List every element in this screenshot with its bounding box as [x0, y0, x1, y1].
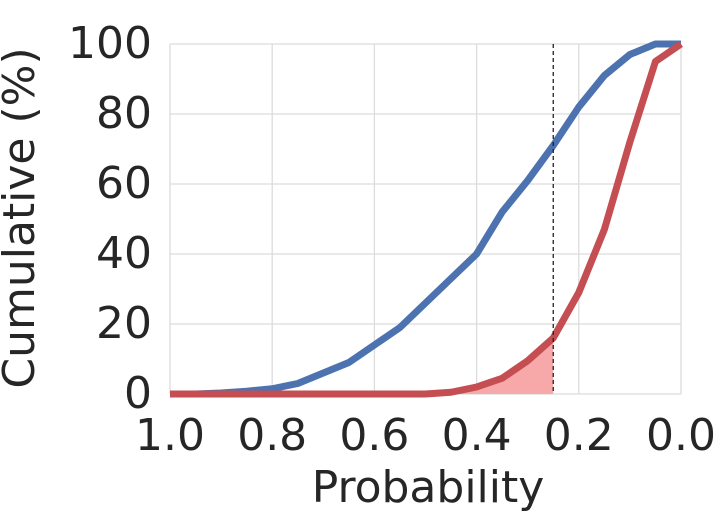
y-tick-label: 60 [96, 158, 152, 209]
y-tick-label: 80 [96, 88, 152, 139]
x-tick-label: 1.0 [135, 410, 205, 461]
x-tick-label: 0.8 [237, 410, 307, 461]
y-tick-label: 40 [96, 228, 152, 279]
y-tick-label: 20 [96, 298, 152, 349]
x-tick-label: 0.0 [646, 410, 716, 461]
series-line [170, 40, 681, 398]
x-tick-label: 0.2 [544, 410, 614, 461]
x-tick-label: 0.4 [442, 410, 512, 461]
series-line [170, 41, 683, 398]
y-tick-label: 0 [124, 368, 152, 419]
threshold-area [170, 338, 554, 394]
x-axis-label: Probability [312, 462, 545, 513]
x-tick-label: 0.6 [339, 410, 409, 461]
y-axis-label: Cumulative (%) [0, 47, 45, 388]
y-tick-label: 100 [68, 18, 152, 69]
